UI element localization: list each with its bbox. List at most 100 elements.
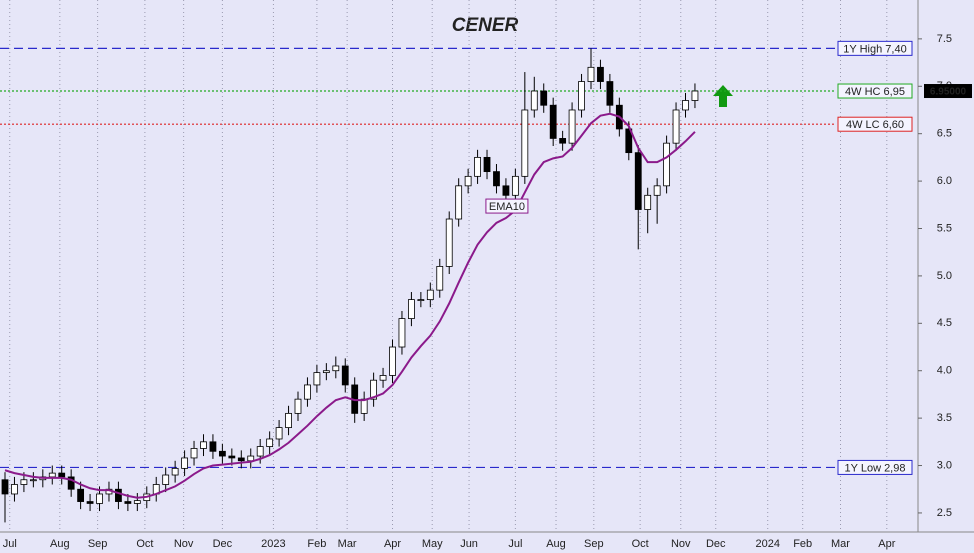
x-tick-label: Jul <box>508 538 522 550</box>
x-tick-label: Aug <box>546 538 566 550</box>
candle-body <box>653 185 661 196</box>
candle-body <box>625 128 633 154</box>
candle-body <box>464 175 472 187</box>
x-tick-label: Nov <box>174 538 194 550</box>
candle-body <box>190 448 198 459</box>
x-tick-label: Oct <box>632 538 649 550</box>
x-tick-label: Oct <box>136 538 153 550</box>
x-tick-label: Jun <box>460 538 478 550</box>
candle-body <box>483 156 491 173</box>
y-tick-label: 3.0 <box>937 459 952 471</box>
candle-body <box>370 379 378 400</box>
series-label: EMA10 <box>489 201 525 213</box>
candle-body <box>294 398 302 414</box>
last-price-box <box>924 84 972 99</box>
x-tick-label: Feb <box>793 538 812 550</box>
reference-label: 1Y High 7,40 <box>843 43 906 55</box>
candle-body <box>96 493 103 504</box>
candle-body <box>682 100 689 111</box>
x-tick-label: Dec <box>706 538 726 550</box>
candle-body <box>237 457 245 462</box>
candle-body <box>521 109 529 177</box>
candle-body <box>58 472 66 478</box>
candle-body <box>228 455 236 459</box>
reference-label-box <box>837 40 913 56</box>
reference-label: 4W HC 6,95 <box>845 86 905 98</box>
candle-body <box>474 156 481 177</box>
x-tick-label: Apr <box>384 538 401 550</box>
candle-body <box>1 479 9 495</box>
candle-body <box>568 109 576 144</box>
candle-body <box>360 398 368 414</box>
x-tick-label: Jul <box>3 538 17 550</box>
candle-body <box>171 467 179 476</box>
reference-label-box <box>837 459 913 475</box>
candle-body <box>275 427 283 440</box>
candle-body <box>20 479 28 485</box>
x-tick-label: Feb <box>307 538 326 550</box>
x-tick-label: Sep <box>88 538 108 550</box>
candle-body <box>502 185 510 196</box>
candle-body <box>445 218 453 267</box>
candle-body <box>530 90 538 111</box>
candle-body <box>181 457 188 469</box>
series-label-box <box>485 198 529 214</box>
candle-body <box>304 384 311 400</box>
x-tick-label: Mar <box>831 538 850 550</box>
candle-body <box>634 152 642 210</box>
y-tick-label: 4.0 <box>937 365 952 377</box>
last-price-label: 6.95000 <box>930 87 967 98</box>
reference-label: 1Y Low 2,98 <box>845 462 906 474</box>
y-tick-label: 2.5 <box>937 507 952 519</box>
x-tick-label: Dec <box>213 538 233 550</box>
candle-body <box>436 266 444 291</box>
candle-body <box>398 318 406 348</box>
candle-body <box>644 194 652 210</box>
candle-body <box>559 138 567 144</box>
y-tick-label: 3.5 <box>937 412 952 424</box>
candle-body <box>493 171 500 187</box>
candle-body <box>426 289 434 301</box>
candle-body <box>597 66 604 82</box>
chart-title: CENER <box>452 15 519 36</box>
candle-body <box>691 90 699 101</box>
candle-body <box>313 372 321 386</box>
y-tick-label: 5.0 <box>937 270 952 282</box>
x-tick-label: 2023 <box>261 538 285 550</box>
candle-body <box>578 81 585 111</box>
y-tick-label: 5.5 <box>937 222 952 234</box>
candle-body <box>266 438 274 447</box>
candle-body <box>322 370 330 374</box>
candle-body <box>124 501 132 504</box>
candle-body <box>587 66 595 82</box>
x-tick-label: May <box>422 538 443 550</box>
candle-body <box>29 479 37 482</box>
candle-body <box>606 81 614 106</box>
candle-body <box>341 365 349 386</box>
candle-body <box>379 375 387 381</box>
x-tick-label: Aug <box>50 538 70 550</box>
candle-body <box>77 488 85 502</box>
candle-body <box>549 104 557 139</box>
candle-body <box>209 441 217 452</box>
candle-body <box>389 346 396 376</box>
candle-body <box>408 299 415 319</box>
y-tick-label: 7.5 <box>937 33 952 45</box>
candle-body <box>285 412 292 429</box>
candle-body <box>332 365 340 372</box>
candle-body <box>11 484 18 495</box>
x-tick-label: Sep <box>584 538 604 550</box>
x-tick-label: Apr <box>878 538 895 550</box>
x-tick-label: Mar <box>338 538 357 550</box>
candle-body <box>48 472 56 478</box>
candle-body <box>663 142 670 187</box>
candle-body <box>256 446 264 457</box>
y-tick-label: 4.5 <box>937 317 952 329</box>
candle-body <box>511 175 519 196</box>
reference-label: 4W LC 6,60 <box>846 119 904 131</box>
candle-body <box>133 500 141 504</box>
candle-body <box>417 299 425 302</box>
candle-body <box>672 109 680 144</box>
